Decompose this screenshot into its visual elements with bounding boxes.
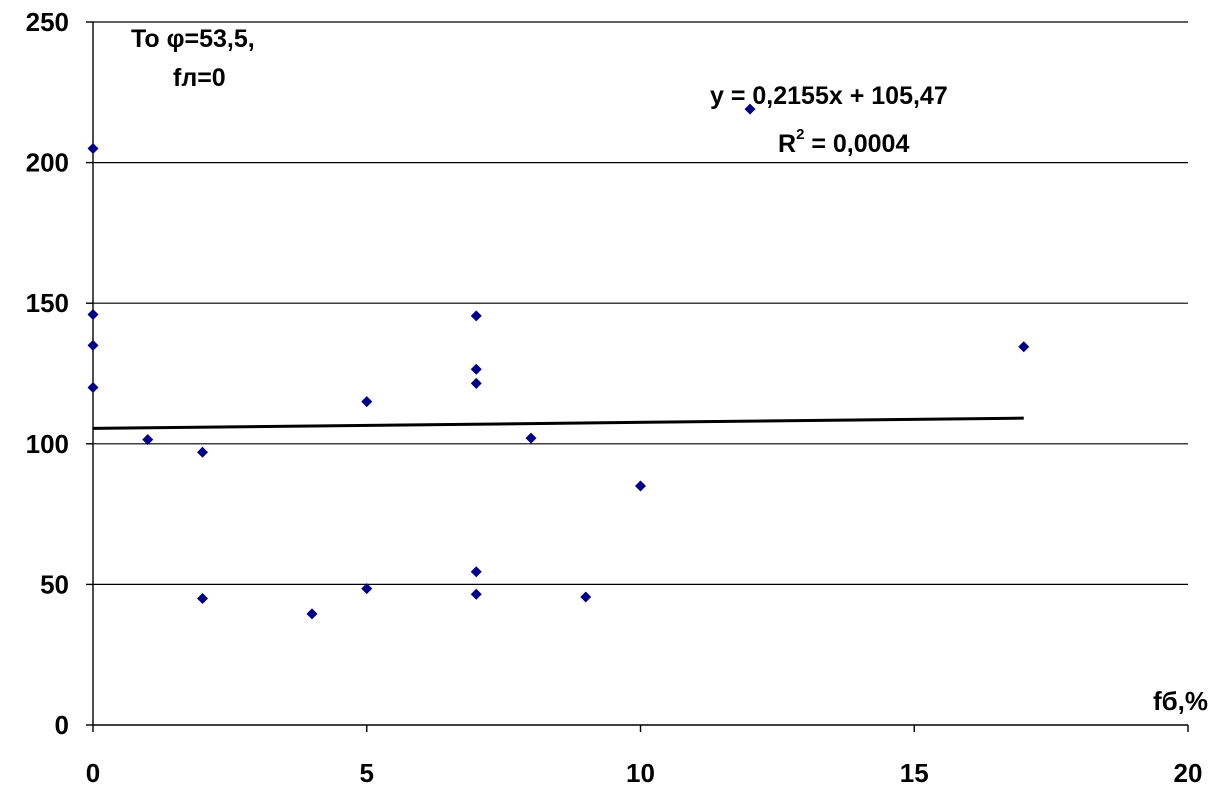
y-tick-label-4: 200 (26, 148, 69, 178)
data-point-1 (87, 308, 99, 320)
data-point-2 (87, 339, 99, 351)
y-tick-labels: 0 50 100 150 200 250 (26, 7, 93, 740)
data-points (87, 103, 1030, 620)
data-point-6 (197, 592, 208, 604)
r-squared-base: R (778, 130, 796, 158)
data-point-7 (306, 608, 318, 620)
data-point-16 (580, 591, 592, 603)
data-point-5 (197, 446, 208, 458)
data-point-8 (361, 396, 373, 408)
x-tick-label-2: 10 (626, 758, 655, 788)
data-point-17 (635, 480, 646, 492)
y-tick-label-3: 150 (26, 288, 69, 318)
r-squared-value: = 0,0004 (804, 130, 909, 158)
data-point-19 (1018, 341, 1030, 353)
annotation-line-2: fл=0 (173, 64, 226, 92)
y-tick-label-2: 100 (26, 429, 69, 459)
x-tick-label-0: 0 (86, 758, 100, 788)
annotation-line-1: To φ=53,5, (131, 25, 255, 53)
trendline-equation: y = 0,2155x + 105,47 (710, 82, 948, 110)
r-squared-exponent: 2 (796, 126, 804, 143)
gridlines (93, 21, 1188, 586)
data-point-12 (470, 377, 482, 389)
data-point-18 (744, 103, 756, 115)
data-point-4 (142, 434, 154, 446)
x-tick-label-3: 15 (900, 758, 929, 788)
data-point-10 (470, 310, 482, 322)
data-point-14 (470, 588, 482, 600)
trendline-group (92, 416, 1024, 430)
data-point-15 (525, 432, 537, 444)
x-tick-label-1: 5 (360, 758, 374, 788)
data-point-0 (87, 143, 99, 155)
trendline (92, 416, 1024, 430)
y-tick-label-1: 50 (40, 569, 69, 599)
y-tick-label-0: 0 (55, 710, 69, 740)
x-tick-labels: 0 5 10 15 20 (86, 725, 1203, 788)
data-point-11 (470, 363, 482, 375)
data-point-9 (361, 583, 373, 595)
r-squared-label: R2 = 0,0004 (778, 126, 909, 158)
data-point-13 (470, 566, 482, 578)
y-tick-label-5: 250 (26, 7, 69, 37)
data-point-3 (87, 382, 99, 394)
x-axis-label: fб,% (1153, 686, 1208, 716)
x-tick-label-4: 20 (1174, 758, 1203, 788)
